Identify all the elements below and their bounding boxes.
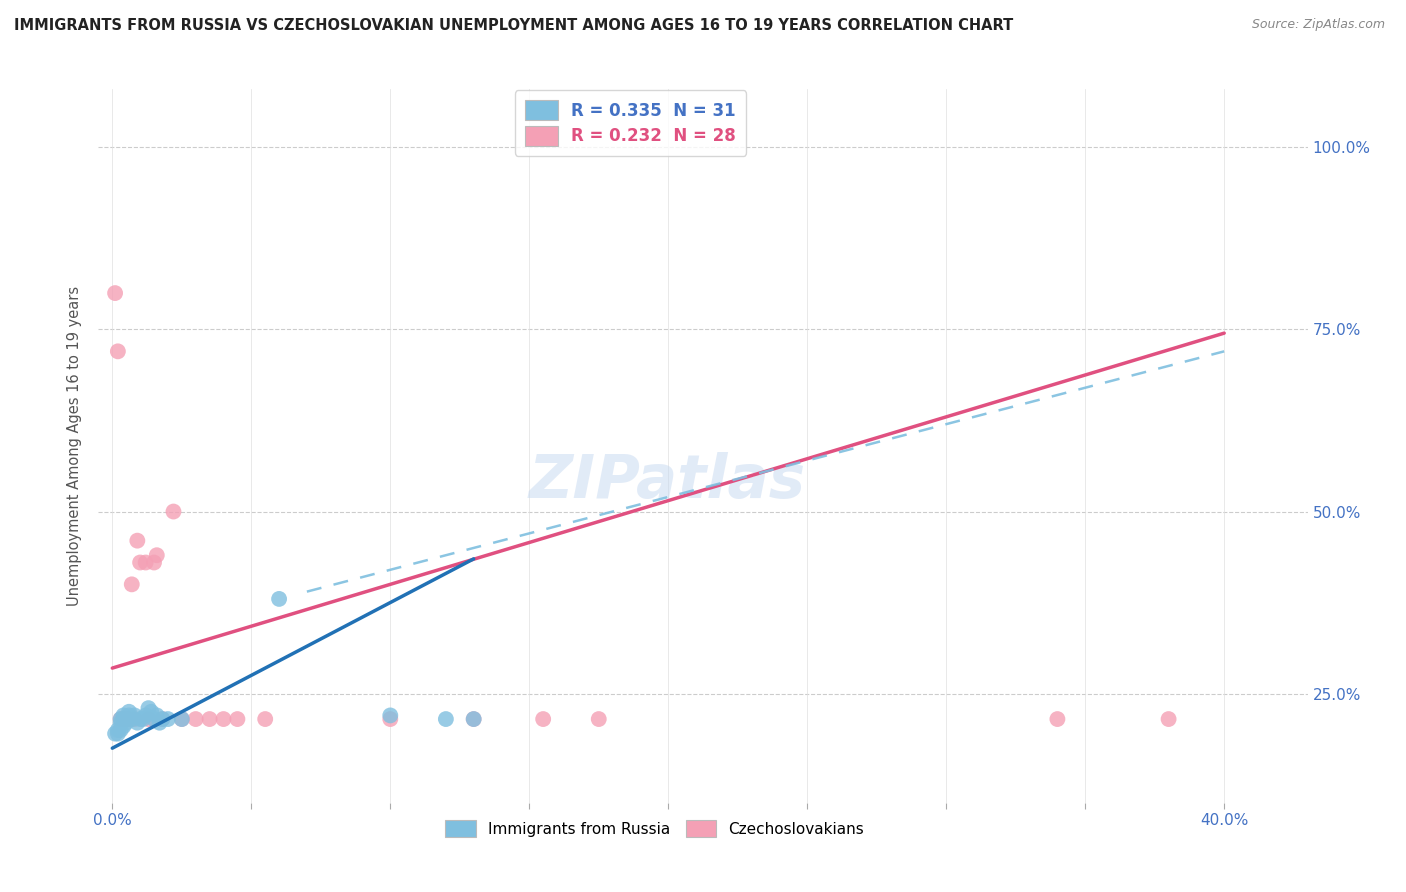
Text: IMMIGRANTS FROM RUSSIA VS CZECHOSLOVAKIAN UNEMPLOYMENT AMONG AGES 16 TO 19 YEARS: IMMIGRANTS FROM RUSSIA VS CZECHOSLOVAKIA…	[14, 18, 1014, 33]
Legend: Immigrants from Russia, Czechoslovakians: Immigrants from Russia, Czechoslovakians	[437, 813, 872, 845]
Y-axis label: Unemployment Among Ages 16 to 19 years: Unemployment Among Ages 16 to 19 years	[67, 286, 83, 606]
Point	[143, 556, 166, 570]
Point	[127, 533, 149, 548]
Point	[107, 344, 129, 359]
Point	[170, 712, 193, 726]
Point	[588, 712, 610, 726]
Point	[110, 715, 132, 730]
Point	[170, 712, 193, 726]
Point	[118, 705, 141, 719]
Point	[129, 556, 152, 570]
Point	[127, 715, 149, 730]
Point	[135, 556, 157, 570]
Point	[463, 712, 485, 726]
Point	[110, 723, 132, 737]
Point	[115, 715, 138, 730]
Point	[434, 712, 457, 726]
Point	[162, 504, 184, 518]
Point	[135, 708, 157, 723]
Point	[463, 712, 485, 726]
Point	[107, 726, 129, 740]
Point	[150, 712, 173, 726]
Point	[110, 712, 132, 726]
Point	[121, 577, 143, 591]
Point	[124, 712, 146, 726]
Point	[107, 723, 129, 737]
Point	[132, 712, 155, 726]
Point	[184, 712, 207, 726]
Point	[148, 715, 170, 730]
Point	[115, 712, 138, 726]
Point	[226, 712, 249, 726]
Text: ZIPatlas: ZIPatlas	[529, 452, 806, 511]
Point	[118, 712, 141, 726]
Point	[212, 712, 235, 726]
Point	[380, 712, 402, 726]
Point	[1046, 712, 1069, 726]
Point	[150, 712, 173, 726]
Point	[112, 719, 135, 733]
Point	[156, 712, 179, 726]
Point	[115, 712, 138, 726]
Point	[146, 548, 169, 562]
Point	[118, 708, 141, 723]
Point	[121, 712, 143, 726]
Point	[380, 708, 402, 723]
Point	[269, 591, 291, 606]
Point	[138, 712, 160, 726]
Point	[112, 708, 135, 723]
Point	[138, 701, 160, 715]
Point	[254, 712, 277, 726]
Point	[129, 712, 152, 726]
Point	[141, 705, 163, 719]
Point	[198, 712, 221, 726]
Text: Source: ZipAtlas.com: Source: ZipAtlas.com	[1251, 18, 1385, 31]
Point	[531, 712, 554, 726]
Point	[143, 712, 166, 726]
Point	[104, 286, 127, 301]
Point	[112, 712, 135, 726]
Point	[1157, 712, 1180, 726]
Point	[110, 712, 132, 726]
Point	[112, 712, 135, 726]
Point	[146, 708, 169, 723]
Point	[104, 726, 127, 740]
Point	[124, 708, 146, 723]
